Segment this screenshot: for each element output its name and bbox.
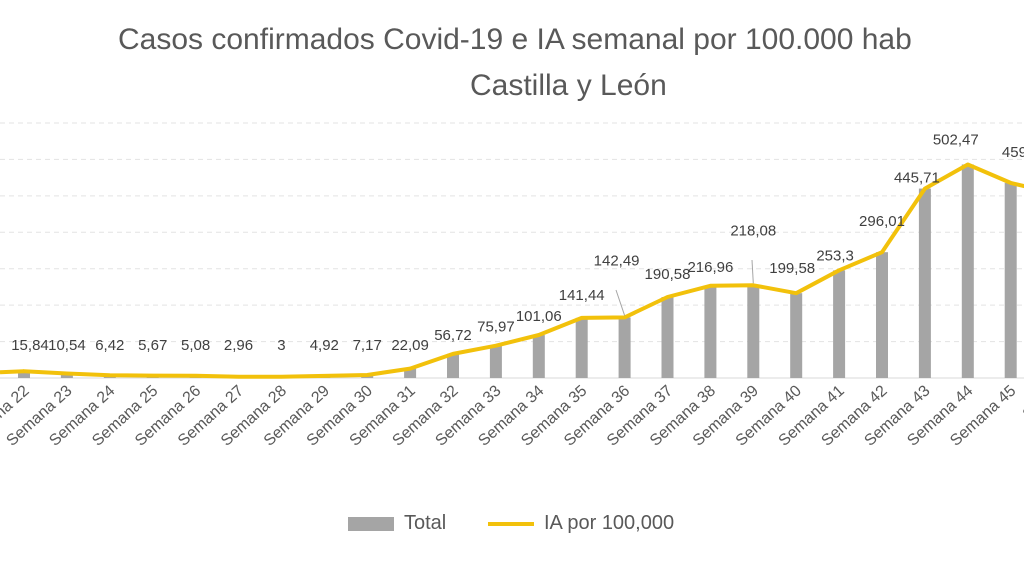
ia-line-start: [0, 369, 25, 375]
bar-22: [18, 371, 30, 378]
bar-37: [661, 297, 674, 378]
data-label: 15,84: [11, 337, 49, 354]
data-label: 141,44: [559, 287, 605, 304]
data-label: 459,0: [1002, 144, 1024, 161]
legend-swatch-total: [348, 516, 394, 531]
bar-36: [618, 317, 631, 378]
gridlines: [0, 122, 1024, 379]
data-label: 142,49: [594, 252, 640, 269]
data-label: 218,08: [730, 222, 776, 239]
bar-44: [961, 164, 974, 378]
data-label: 190,58: [645, 266, 691, 283]
data-label: 5,08: [181, 337, 210, 354]
data-label: 101,06: [516, 308, 562, 325]
label-leader-line: [751, 259, 754, 284]
data-label: 56,72: [434, 327, 472, 344]
ia-line: [22, 162, 1024, 379]
label-leader-line: [615, 289, 626, 316]
legend-item-total: Total: [348, 512, 446, 535]
data-label: 199,58: [769, 260, 815, 277]
data-label: 3: [277, 337, 285, 354]
data-label: 22,09: [391, 337, 429, 354]
data-label: 253,3: [816, 247, 854, 264]
bar-42: [876, 252, 888, 378]
data-label: 7,17: [353, 337, 382, 354]
bar-39: [747, 285, 760, 378]
data-label: 296,01: [859, 213, 905, 230]
data-label: 216,96: [687, 259, 733, 276]
legend-label-total: Total: [404, 512, 447, 534]
data-label: 5,67: [138, 337, 167, 354]
chart-title-line1: Casos confirmados Covid-19 e IA semanal …: [118, 23, 912, 56]
bar-38: [704, 285, 717, 378]
bar-series: [18, 164, 1017, 378]
data-label: 2,96: [224, 337, 253, 354]
data-label: 75,97: [477, 319, 515, 336]
bar-33: [489, 345, 502, 378]
legend-swatch-ia: [488, 521, 534, 526]
data-label: 6,42: [95, 337, 124, 354]
data-labels: 15,84 10,54 6,42 5,67 5,08 2,96 3 4,92 7,17 22,09…: [11, 131, 1024, 354]
data-label: 502,47: [933, 131, 979, 148]
legend-label-ia: IA por 100,000: [544, 512, 675, 534]
bar-35: [575, 317, 588, 378]
x-tick-label: Sema: [1020, 382, 1024, 423]
bar-31: [404, 368, 417, 378]
bar-32: [447, 353, 459, 378]
line-series: [0, 162, 1024, 379]
bar-40: [790, 293, 803, 378]
bar-34: [532, 335, 545, 378]
bar-45: [1004, 182, 1017, 378]
bar-23: [60, 373, 73, 378]
legend: Total IA por 100,000: [0, 512, 1024, 542]
data-label: 10,54: [48, 337, 86, 354]
bar-43: [918, 188, 931, 378]
legend-item-ia: IA por 100,000: [488, 512, 674, 535]
chart-subtitle: Castilla y León: [470, 69, 667, 102]
data-label: 4,92: [310, 337, 339, 354]
bar-41: [833, 270, 846, 378]
data-label: 445,71: [894, 170, 940, 187]
